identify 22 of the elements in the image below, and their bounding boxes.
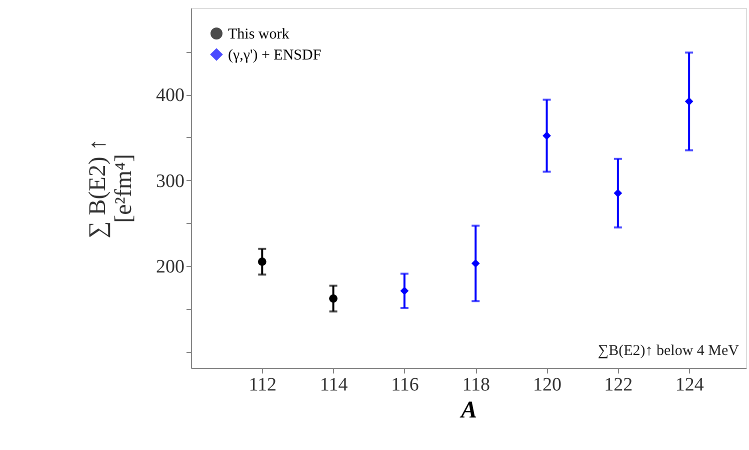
legend-label: This work [228,26,290,42]
y-axis-title: ∑ B(E2) ↑ [e²fm⁴] [85,138,137,238]
y-tick-label: 300 [156,170,184,192]
legend-label: (γ,γ') + ENSDF [228,48,322,64]
point [614,188,622,198]
x-tick-label: 118 [462,374,490,396]
point [542,132,551,140]
annotation: ∑B(E2)↑ below 4 MeV [598,343,740,359]
x-tick-label: 116 [391,374,419,396]
y-tick-label: 200 [156,256,184,278]
y-tick-label: 400 [156,85,184,106]
point [400,286,409,296]
point [684,97,694,106]
point [471,259,480,268]
x-tick-label: 124 [675,374,704,396]
x-axis-title: A [458,398,478,424]
point [329,294,338,303]
x-tick-label: 114 [320,374,348,396]
x-tick-label: 122 [604,374,633,396]
x-tick-label: 112 [248,374,277,396]
x-tick-label: 120 [533,374,562,396]
point [258,258,266,266]
